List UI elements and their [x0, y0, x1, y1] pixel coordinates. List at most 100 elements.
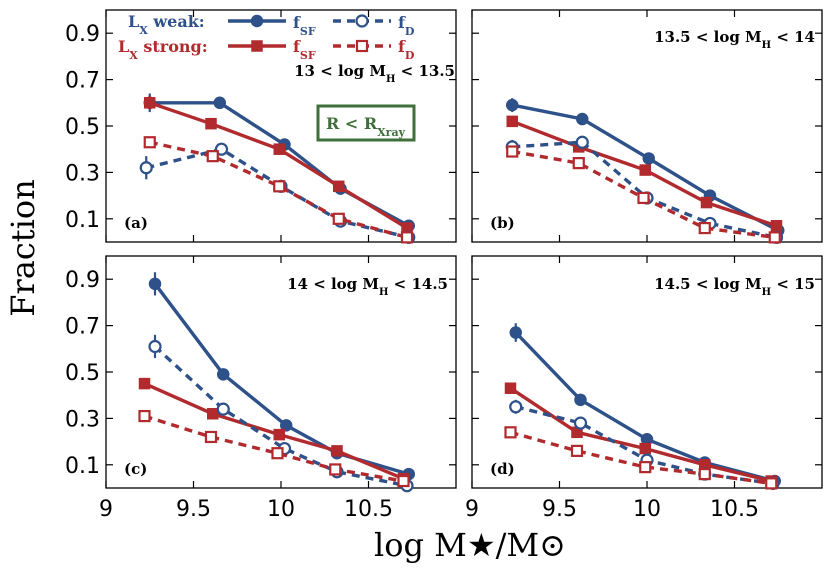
panels: 0.1 0.3 0.5 0.7 0.9 (a) 13 < log MH < 13.5 (b) 1… — [65, 9, 823, 522]
data-point — [333, 180, 345, 193]
series-strong-fd — [138, 409, 410, 488]
legend-weak-fd-text: fD — [398, 13, 415, 38]
data-point — [570, 444, 584, 457]
legend-strong-fsf-text: fSF — [293, 37, 316, 62]
panel-condition: 14 < log MH < 14.5 — [287, 275, 448, 298]
x-tick-label: 9.5 — [542, 497, 577, 522]
x-tick-label: 10.5 — [344, 497, 393, 522]
y-tick-label: 0.5 — [65, 115, 100, 140]
data-point — [207, 408, 219, 420]
series-strong-fsf — [144, 95, 413, 234]
radius-condition-box: R < RXray — [316, 104, 416, 142]
data-point — [329, 463, 342, 476]
data-point — [213, 96, 226, 110]
legend-strong-fd-marker — [333, 39, 391, 53]
y-tick-label: 0.7 — [65, 315, 100, 340]
data-point — [280, 419, 293, 432]
panel-label: (c) — [124, 460, 147, 478]
panel-label: (a) — [124, 214, 148, 232]
x-tick-label: 9 — [465, 497, 479, 522]
panel-2: (b) 13.5 < log MH < 14 — [471, 9, 823, 244]
data-point — [637, 191, 650, 205]
y-tick-label: 0.3 — [65, 161, 100, 186]
data-point — [504, 426, 517, 439]
data-point — [206, 150, 219, 163]
y-tick-label: 0.7 — [65, 69, 100, 94]
data-point — [331, 445, 343, 457]
data-point — [143, 136, 156, 149]
y-tick-label: 0.1 — [65, 454, 100, 479]
data-point — [506, 115, 518, 128]
legend-weak-fsf-marker — [228, 14, 286, 28]
radius-box-frame — [316, 104, 416, 142]
panel-4: 9 9.5 10 10.5 (d) 14.5 < log MH < 15 — [465, 255, 823, 522]
x-axis-title: log M★/M⊙ — [374, 526, 566, 564]
data-point — [397, 474, 410, 488]
y-tick-label: 0.3 — [65, 407, 100, 432]
data-point — [573, 416, 588, 430]
series-strong-fsf — [504, 382, 777, 487]
panel-condition: 13 < log MH < 13.5 — [294, 62, 455, 85]
data-point — [642, 152, 655, 165]
data-point — [273, 180, 286, 193]
data-point — [504, 382, 517, 394]
x-tick-label: 9.5 — [176, 497, 211, 522]
y-axis-title: Fraction — [4, 179, 42, 316]
series-strong-fd — [504, 426, 778, 490]
data-point — [148, 277, 162, 291]
series-strong-fsf — [506, 115, 783, 232]
data-point — [506, 98, 519, 112]
data-point — [639, 442, 651, 455]
x-tick-label: 9 — [99, 497, 113, 522]
data-point — [509, 326, 522, 339]
data-point — [700, 196, 713, 209]
data-point — [698, 467, 711, 481]
series-weak-fd — [505, 135, 784, 244]
data-point — [144, 97, 156, 109]
y-tick-label: 0.5 — [65, 361, 100, 386]
legend-strong-fd-text: fD — [398, 37, 415, 62]
data-point — [639, 164, 651, 176]
data-point — [216, 402, 230, 416]
x-tick-label: 10 — [267, 497, 295, 522]
legend-marker — [355, 39, 369, 53]
panel-condition: 13.5 < log MH < 14 — [654, 28, 815, 51]
data-point — [572, 157, 585, 170]
data-point — [506, 145, 519, 158]
data-point — [271, 447, 284, 460]
series-strong-fsf — [138, 377, 410, 485]
data-point — [698, 221, 711, 235]
legend-marker — [250, 14, 264, 28]
series-line — [143, 414, 404, 483]
y-tick-label: 0.1 — [65, 208, 100, 233]
data-point — [139, 161, 153, 175]
legend: LX weak: LX strong: fSF fSF fD fD — [118, 12, 415, 62]
series-line — [145, 147, 410, 240]
radius-box-text: R < RXray — [326, 114, 406, 139]
y-tick-label: 0.9 — [65, 22, 100, 47]
panel-label: (b) — [490, 214, 515, 232]
legend-marker — [251, 40, 263, 52]
series-line — [149, 140, 408, 240]
panel-3: 0.1 0.3 0.5 0.7 0.9 9 9.5 10 10.5 (c) 14 < log MH … — [65, 255, 457, 522]
data-point — [509, 400, 523, 414]
data-point — [204, 430, 218, 444]
data-point — [576, 112, 589, 126]
legend-marker — [355, 14, 369, 28]
legend-strong-fsf-marker — [228, 40, 286, 52]
x-tick-label: 10.5 — [710, 497, 759, 522]
series-line — [153, 345, 408, 488]
data-point — [217, 368, 230, 381]
panel-1: 0.1 0.3 0.5 0.7 0.9 (a) 13 < log MH < 13.5 — [65, 9, 457, 244]
series-strong-fd — [143, 136, 414, 244]
panel-condition: 14.5 < log MH < 15 — [654, 275, 815, 298]
data-point — [575, 135, 589, 149]
panel-label: (d) — [490, 460, 515, 478]
legend-weak-label: LX weak: — [128, 12, 205, 37]
data-point — [273, 428, 285, 441]
legend-weak-fsf-text: fSF — [293, 13, 316, 38]
legend-weak-fd-marker — [333, 14, 391, 28]
series-line — [510, 430, 772, 486]
data-point — [138, 409, 151, 423]
